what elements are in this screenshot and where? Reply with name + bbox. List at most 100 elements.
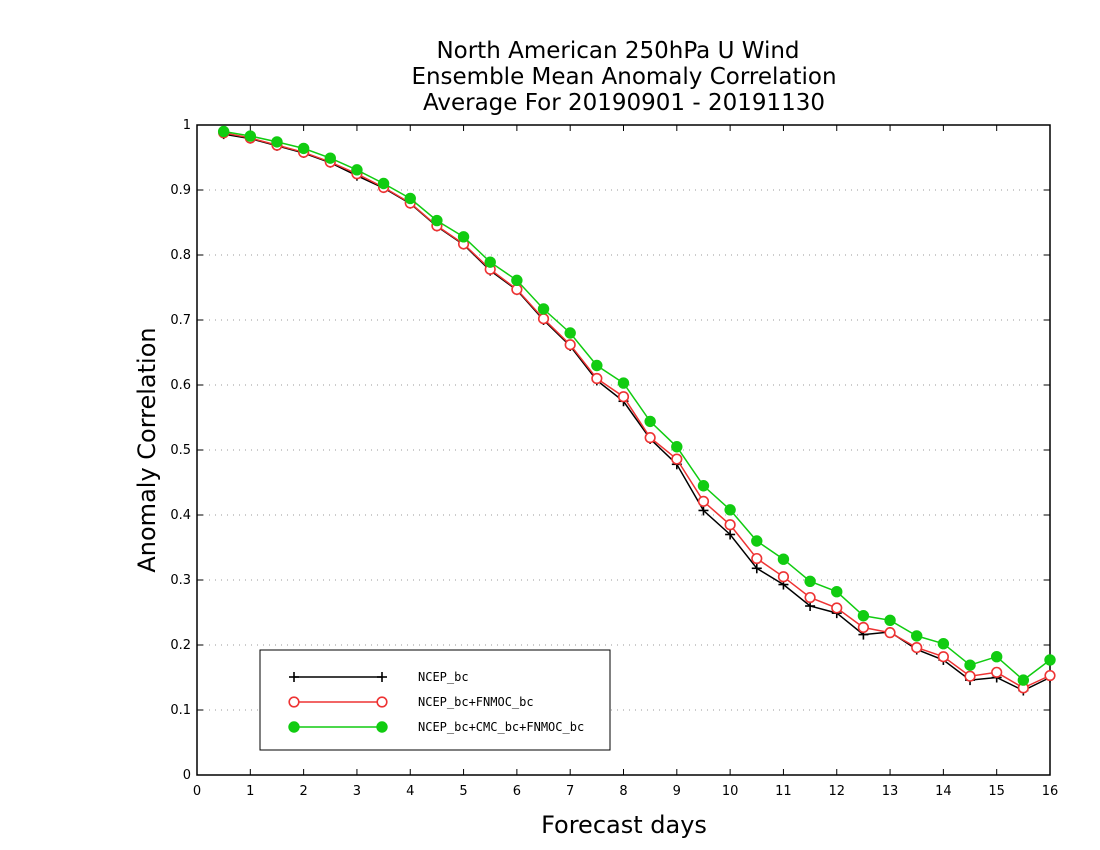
series-1 <box>218 129 1055 696</box>
x-axis-tick-labels: 0 1 2 3 4 5 6 7 8 9 10 11 12 13 14 15 16 <box>193 784 1058 799</box>
data-point <box>324 152 336 164</box>
data-point <box>431 214 443 227</box>
data-point <box>244 130 257 142</box>
y-tick-label: 1 <box>183 118 191 133</box>
x-axis-title: Forecast days <box>541 811 707 839</box>
y-tick-label: 0.3 <box>170 573 191 588</box>
data-point <box>831 602 843 614</box>
data-point <box>751 563 762 574</box>
chart-title-line-3: Average For 20190901 - 20191130 <box>423 90 825 116</box>
data-point <box>751 535 763 547</box>
series-line <box>223 133 1051 692</box>
data-point <box>698 505 709 516</box>
data-point <box>724 504 736 516</box>
legend-marker <box>376 721 388 733</box>
data-point <box>724 519 736 531</box>
legend-marker <box>289 672 299 682</box>
axis-ticks <box>196 124 1051 776</box>
x-tick-label: 16 <box>1042 784 1059 799</box>
data-point <box>351 164 363 176</box>
y-tick-label: 0.9 <box>170 183 191 198</box>
x-tick-label: 10 <box>722 784 739 799</box>
data-point <box>564 327 576 339</box>
data-point <box>857 610 870 622</box>
legend-marker <box>376 696 388 708</box>
data-point <box>511 274 523 287</box>
data-point <box>671 453 683 465</box>
y-tick-label: 0.6 <box>170 378 191 393</box>
data-point <box>697 495 710 507</box>
legend-label: NCEP_bc+FNMOC_bc <box>418 695 534 709</box>
data-point <box>617 391 630 403</box>
x-tick-label: 11 <box>775 784 792 799</box>
y-tick-label: 0.4 <box>170 508 191 523</box>
y-tick-label: 0.8 <box>170 248 191 263</box>
x-tick-label: 6 <box>513 784 521 799</box>
data-point <box>537 303 550 315</box>
data-point <box>484 256 496 268</box>
data-point <box>1044 654 1056 666</box>
data-point <box>671 441 683 453</box>
data-point <box>884 627 896 639</box>
x-tick-label: 4 <box>406 784 414 799</box>
data-point <box>1044 669 1056 682</box>
data-point <box>804 591 816 604</box>
y-tick-label: 0.1 <box>170 703 191 718</box>
data-point <box>911 630 923 642</box>
data-point <box>804 575 816 587</box>
y-axis-tick-labels: 0 0.1 0.2 0.3 0.4 0.5 0.6 0.7 0.8 0.9 1 <box>170 118 191 783</box>
x-tick-label: 1 <box>246 784 254 799</box>
legend: NCEP_bc NCEP_bc+FNMOC_bc NCEP_bc+CMC_bc+FN… <box>259 649 611 751</box>
data-point <box>217 125 230 138</box>
legend-item: NCEP_bc+FNMOC_bc <box>288 695 534 709</box>
gridlines <box>197 189 1050 711</box>
data-point <box>990 651 1003 663</box>
data-point <box>644 415 656 428</box>
x-tick-label: 7 <box>566 784 574 799</box>
y-tick-label: 0.2 <box>170 638 191 653</box>
x-tick-label: 9 <box>673 784 681 799</box>
series-line <box>223 132 1051 689</box>
data-point <box>911 641 923 654</box>
legend-label: NCEP_bc <box>418 670 469 684</box>
legend-marker <box>288 696 300 708</box>
series-line <box>223 130 1051 682</box>
y-tick-label: 0 <box>183 768 191 783</box>
legend-item: NCEP_bc <box>289 670 469 684</box>
data-point <box>564 339 576 351</box>
x-tick-label: 14 <box>935 784 952 799</box>
legend-label: NCEP_bc+CMC_bc+FNMOC_bc <box>418 720 584 734</box>
x-tick-label: 12 <box>828 784 845 799</box>
data-point <box>591 372 603 385</box>
legend-marker <box>288 721 300 733</box>
x-tick-label: 5 <box>459 784 467 799</box>
data-point <box>884 614 896 626</box>
data-point <box>644 432 656 444</box>
data-point <box>1017 674 1030 686</box>
data-point <box>857 621 870 634</box>
data-point <box>511 283 523 296</box>
chart-title: North American 250hPa U Wind Ensemble Me… <box>411 38 836 116</box>
y-tick-label: 0.7 <box>170 313 191 328</box>
y-axis-title: Anomaly Correlation <box>133 327 161 572</box>
series-2 <box>218 127 1056 694</box>
legend-item: NCEP_bc+CMC_bc+FNMOC_bc <box>288 720 584 734</box>
series-layer <box>217 125 1056 696</box>
data-point <box>751 552 763 565</box>
x-tick-label: 13 <box>882 784 899 799</box>
chart-title-line-2: Ensemble Mean Anomaly Correlation <box>411 64 836 90</box>
data-point <box>964 659 976 671</box>
series-3 <box>217 125 1056 686</box>
data-point <box>404 192 416 205</box>
data-point <box>271 136 283 148</box>
data-point <box>991 666 1003 678</box>
legend-items: NCEP_bc NCEP_bc+FNMOC_bc NCEP_bc+CMC_bc+FN… <box>288 670 584 734</box>
legend-box <box>259 649 611 751</box>
data-point <box>457 231 470 243</box>
data-point <box>591 359 603 372</box>
x-tick-label: 2 <box>299 784 307 799</box>
data-point <box>377 177 390 190</box>
data-point <box>617 377 630 389</box>
legend-marker <box>377 672 387 682</box>
